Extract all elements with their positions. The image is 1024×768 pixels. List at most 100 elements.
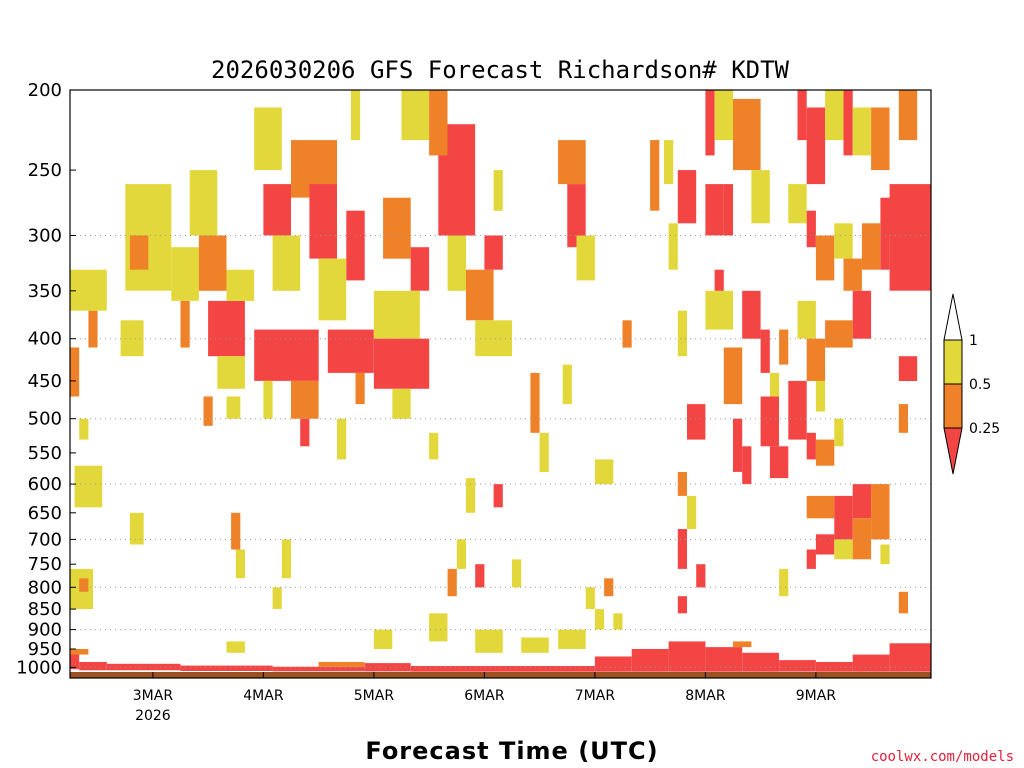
ri-cell-high xyxy=(373,290,420,339)
ri-cell-mid xyxy=(318,662,365,667)
ri-cell-low xyxy=(843,90,853,156)
heatmap-cells xyxy=(70,90,931,672)
y-tick-label: 550 xyxy=(28,443,62,464)
ri-cell-mid xyxy=(806,338,826,381)
ri-cell-high xyxy=(456,539,466,569)
ri-cell-mid xyxy=(898,591,908,614)
ri-cell-low xyxy=(180,665,273,671)
y-tick-label: 950 xyxy=(28,639,62,660)
ri-cell-low xyxy=(742,446,752,485)
ri-cell-high xyxy=(79,418,89,440)
ri-cell-mid xyxy=(466,269,494,321)
ri-cell-low xyxy=(760,396,779,447)
ri-cell-mid xyxy=(806,495,835,519)
ri-cell-high xyxy=(825,90,844,141)
ri-cell-low xyxy=(705,184,724,236)
y-tick-label: 1000 xyxy=(16,657,62,678)
x-tick-label: 3MAR xyxy=(133,688,174,704)
ri-cell-mid xyxy=(447,568,457,597)
ri-cell-low xyxy=(806,107,826,185)
ri-cell-mid xyxy=(70,649,89,655)
y-axis: 200 250 300 350 400 450 500 550 600 650 700 7508008… xyxy=(16,80,76,678)
ri-cell-high xyxy=(401,90,430,141)
ri-cell-high xyxy=(594,459,614,485)
ri-cell-high xyxy=(466,478,476,513)
ri-cell-high xyxy=(664,140,674,185)
x-tick-label: 6MAR xyxy=(464,688,505,704)
y-tick-label: 900 xyxy=(28,620,62,641)
colorbar-top-arrow xyxy=(943,293,963,341)
ri-cell-low xyxy=(852,484,872,519)
x-tick-label: 7MAR xyxy=(575,688,616,704)
colorbar-label: 0.25 xyxy=(969,421,1000,437)
ri-cell-high xyxy=(272,235,301,291)
ri-cell-low xyxy=(723,184,733,236)
ri-cell-mid xyxy=(355,372,365,405)
ri-cell-mid xyxy=(530,372,540,433)
ground-fill xyxy=(70,672,931,678)
ri-cell-high xyxy=(475,629,503,653)
ri-cell-mid xyxy=(779,329,789,365)
ri-cell-mid xyxy=(291,380,319,419)
ri-cell-high xyxy=(576,235,595,281)
ri-cell-low xyxy=(742,652,779,672)
ri-cell-high xyxy=(120,320,144,357)
ri-cell-mid xyxy=(383,197,411,259)
ri-cell-low xyxy=(300,418,310,447)
ri-cell-mid xyxy=(898,90,918,141)
ri-cell-high xyxy=(235,549,245,579)
x-tick-label: 8MAR xyxy=(685,688,726,704)
y-tick-label: 200 xyxy=(28,80,62,101)
x-tick-label: 5MAR xyxy=(354,688,395,704)
ri-cell-high xyxy=(512,559,522,588)
x-axis: 3MAR 2026 4MAR 5MAR 6MAR 7MAR 8MAR 9MAR xyxy=(133,672,837,724)
ri-cell-low xyxy=(484,235,503,270)
ri-cell-high xyxy=(429,432,439,460)
y-tick-label: 250 xyxy=(28,160,62,181)
chart-title: 2026030206 GFS Forecast Richardson# KDTW xyxy=(211,56,790,84)
ri-cell-low xyxy=(106,663,181,671)
ri-cell-mid xyxy=(898,404,908,433)
ri-cell-mid xyxy=(825,320,853,348)
ri-cell-high xyxy=(834,223,853,259)
credit-link[interactable]: coolwx.com/models xyxy=(871,749,1014,765)
ri-cell-low xyxy=(788,380,807,440)
ri-cell-high xyxy=(254,107,282,171)
ri-cell-low xyxy=(631,649,669,672)
x-axis-label: Forecast Time (UTC) xyxy=(365,737,658,765)
ri-cell-high xyxy=(751,170,770,224)
ri-cell-low xyxy=(410,666,595,672)
ri-cell-low xyxy=(677,596,687,614)
ri-cell-mid xyxy=(815,235,835,281)
ri-cell-low xyxy=(705,90,715,156)
ri-cell-low xyxy=(852,654,890,672)
ri-cell-high xyxy=(521,637,549,653)
ri-cell-high xyxy=(217,356,245,389)
ri-cell-low xyxy=(769,446,789,479)
x-tick-label: 4MAR xyxy=(243,688,284,704)
ri-cell-low xyxy=(373,338,430,389)
ri-cell-mid xyxy=(723,347,743,405)
ri-cell-high xyxy=(226,269,255,301)
ri-cell-high xyxy=(562,364,572,405)
ri-cell-mid xyxy=(733,98,761,171)
ri-cell-low xyxy=(898,356,918,381)
ri-cell-high xyxy=(705,290,733,330)
ri-cell-low xyxy=(733,418,743,472)
ri-cell-low xyxy=(779,660,816,672)
ri-cell-low xyxy=(806,549,816,569)
ri-cell-low xyxy=(70,652,80,670)
ri-cell-low xyxy=(254,329,319,381)
ri-cell-low xyxy=(714,269,724,291)
ri-cell-low xyxy=(567,184,586,248)
ri-cell-high xyxy=(350,90,361,141)
ri-cell-low xyxy=(475,564,485,588)
x-tick-sublabel: 2026 xyxy=(135,708,171,724)
ri-cell-mid xyxy=(622,320,632,348)
ri-cell-high xyxy=(281,539,291,579)
ri-cell-low xyxy=(677,170,697,224)
ri-cell-mid xyxy=(88,310,98,348)
ri-cell-high xyxy=(613,613,623,630)
x-tick-label: 9MAR xyxy=(796,688,837,704)
y-tick-label: 500 xyxy=(28,409,62,430)
